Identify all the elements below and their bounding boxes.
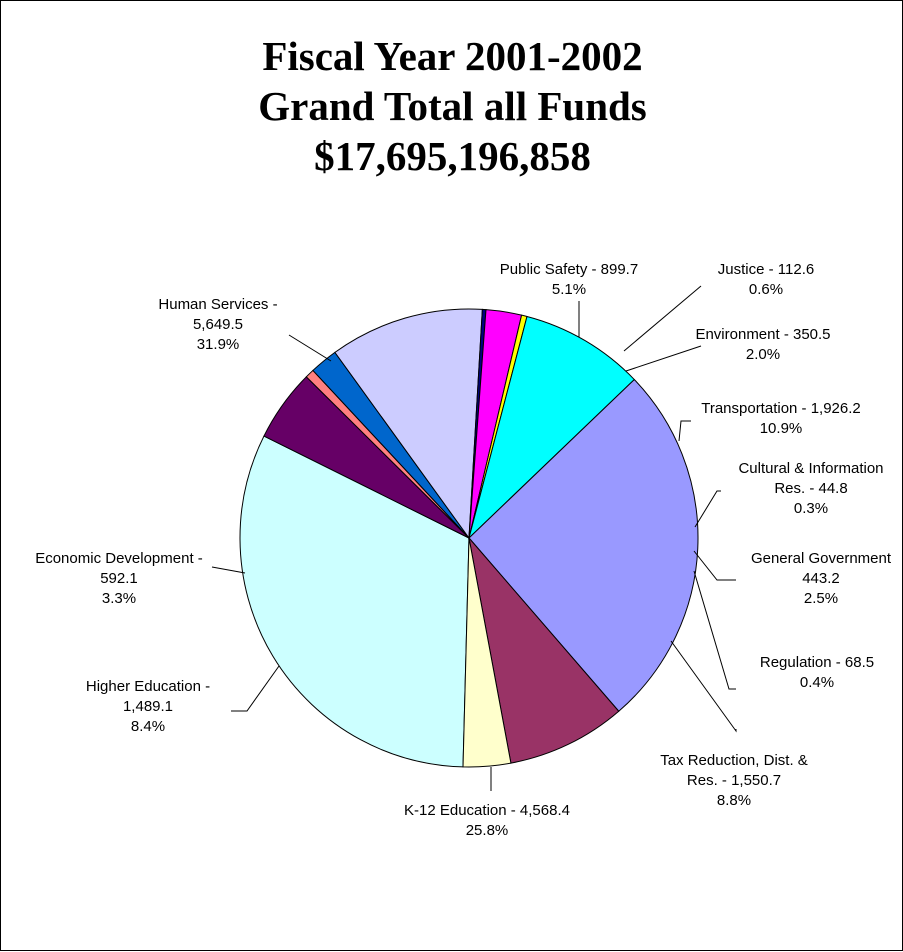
slice-label-line: Cultural & Information [738, 460, 883, 477]
leader-line [623, 285, 702, 352]
slice-label-line: General Government [751, 550, 892, 567]
leader-line [231, 665, 280, 712]
slice-label-line: Res. - 44.8 [774, 480, 847, 497]
slice-label-line: Public Safety - 899.7 [500, 261, 638, 278]
pie-slice-tax-reduction-dist-res [468, 315, 636, 540]
slice-label-line: 1,489.1 [123, 698, 173, 715]
title-line-2: Grand Total all Funds [258, 83, 647, 129]
slice-label: K-12 Education - 4,568.4 25.8% [404, 802, 570, 839]
slice-label-line: Transportation - 1,926.2 [701, 400, 861, 417]
slice-label-line: 8.8% [717, 792, 751, 809]
slice-label-line: Economic Development - [35, 550, 203, 567]
chart-title: Fiscal Year 2001-2002 Grand Total all Fu… [1, 31, 903, 181]
pie-slice-transportation [334, 308, 483, 540]
slice-label: Environment - 350.5 2.0% [695, 326, 830, 363]
slice-label-line: 2.0% [746, 346, 780, 363]
slice-label-line: 25.8% [466, 822, 509, 839]
slice-label: Higher Education - 1,489.1 8.4% [86, 678, 210, 735]
slice-label-line: 8.4% [131, 718, 165, 735]
slice-label-line: 5.1% [552, 281, 586, 298]
title-line-3: $17,695,196,858 [314, 133, 591, 179]
slice-label-line: Res. - 1,550.7 [687, 772, 781, 789]
leader-line [670, 640, 737, 733]
slice-label-line: 3.3% [102, 590, 136, 607]
leader-line [694, 490, 721, 528]
slice-label-line: 0.6% [749, 281, 783, 298]
slice-label-line: 31.9% [197, 336, 240, 353]
slice-label: Economic Development - 592.1 3.3% [35, 550, 203, 607]
slice-label: Tax Reduction, Dist. & Res. - 1,550.7 8.8% [660, 752, 808, 809]
pie-slice-economic-development [462, 537, 512, 768]
slice-label: Justice - 112.6 0.6% [718, 261, 814, 298]
leader-line [211, 566, 246, 574]
slice-label: Human Services - 5,649.5 31.9% [158, 296, 277, 353]
slice-label-line: 443.2 [802, 570, 840, 587]
slice-label-line: Regulation - 68.5 [760, 654, 874, 671]
leader-line [625, 345, 702, 372]
slice-label-line: 10.9% [760, 420, 803, 437]
slice-label-line: 0.3% [794, 500, 828, 517]
leader-line [288, 334, 332, 362]
pie-slice-k-12-education [468, 378, 699, 712]
leader-line [693, 570, 736, 690]
pie-slice-human-services [239, 435, 470, 768]
leader-line [678, 420, 691, 442]
slice-label-line: 0.4% [800, 674, 834, 691]
slice-label-line: Human Services - [158, 296, 277, 313]
slice-label-line: Higher Education - [86, 678, 210, 695]
slice-label-line: 592.1 [100, 570, 138, 587]
pie-slice-higher-education [468, 536, 620, 764]
slice-label: Regulation - 68.5 0.4% [760, 654, 874, 691]
slice-label-line: Tax Reduction, Dist. & [660, 752, 808, 769]
slice-label-line: K-12 Education - 4,568.4 [404, 802, 570, 819]
slice-label: Transportation - 1,926.2 10.9% [701, 400, 861, 437]
slice-label: Cultural & Information Res. - 44.8 0.3% [738, 460, 883, 517]
slice-label: Public Safety - 899.7 5.1% [500, 261, 638, 298]
slice-label-line: 5,649.5 [193, 316, 243, 333]
leader-line [693, 550, 736, 581]
title-line-1: Fiscal Year 2001-2002 [262, 33, 643, 79]
slice-label: General Government 443.2 2.5% [751, 550, 892, 607]
slice-label-line: Environment - 350.5 [695, 326, 830, 343]
slice-label-line: 2.5% [804, 590, 838, 607]
slice-label-line: Justice - 112.6 [718, 261, 814, 278]
